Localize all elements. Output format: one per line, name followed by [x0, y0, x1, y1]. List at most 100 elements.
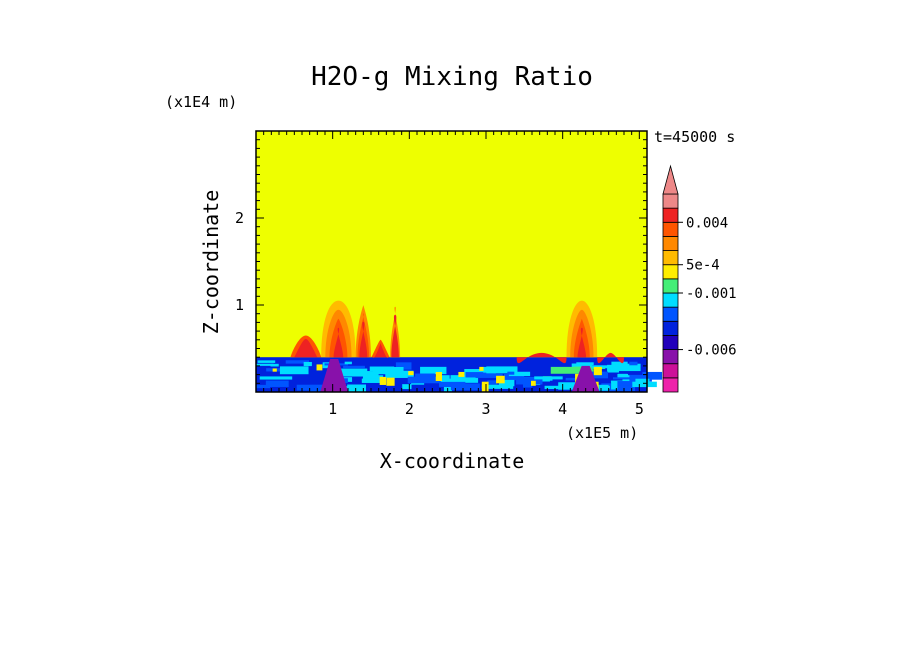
time-label: t=45000 s: [654, 128, 735, 146]
boundary-layer-patch: [507, 371, 515, 375]
boundary-layer-patch: [407, 376, 441, 384]
x-tick-label: 2: [405, 400, 414, 418]
colorbar-band: [662, 349, 679, 365]
boundary-layer-patch: [544, 385, 573, 390]
boundary-layer-patch: [379, 376, 387, 385]
boundary-layer-patch: [642, 371, 663, 380]
plume-contour: [359, 321, 368, 358]
boundary-layer-patch: [265, 380, 289, 387]
y-tick-label: 1: [235, 296, 244, 314]
colorbar-label: 0.004: [686, 215, 728, 231]
boundary-layer-patch: [629, 361, 638, 366]
boundary-layer-patch: [361, 378, 380, 383]
boundary-layer-patch: [496, 375, 505, 384]
colorbar-label: 5e-4: [686, 258, 720, 274]
boundary-layer-patch: [516, 377, 543, 385]
boundary-layer-patch: [617, 381, 645, 386]
colorbar-band: [662, 320, 679, 336]
colorbar-band: [662, 278, 679, 294]
x-axis-label: X-coordinate: [380, 449, 525, 473]
x-unit-label: (x1E5 m): [566, 424, 638, 442]
boundary-layer-patch: [530, 380, 536, 386]
downdraft-core: [571, 365, 600, 392]
boundary-layer-patch: [504, 374, 525, 381]
plume-contour: [391, 314, 399, 358]
boundary-layer-patch: [450, 375, 479, 383]
boundary-layer-patch: [372, 366, 404, 375]
x-tick-label: 4: [558, 400, 567, 418]
boundary-layer-patch: [343, 365, 365, 369]
boundary-layer-patch: [402, 384, 412, 390]
x-tick-label: 3: [481, 400, 490, 418]
boundary-layer-patch: [395, 362, 412, 370]
boundary-layer-patch: [615, 363, 641, 372]
boundary-layer-patch: [279, 366, 309, 375]
colorbar-band: [662, 264, 679, 280]
y-unit-label: (x1E4 m): [165, 93, 237, 111]
colorbar-band: [662, 221, 679, 237]
boundary-layer-patch: [420, 366, 447, 375]
boundary-layer-patch: [611, 361, 628, 366]
boundary-layer-patch: [259, 376, 293, 380]
boundary-layer-patch: [344, 361, 352, 365]
boundary-layer-patch: [479, 366, 484, 371]
boundary-layer-patch: [270, 363, 279, 367]
boundary-layer-patch: [534, 376, 563, 380]
boundary-layer-patch: [611, 381, 618, 390]
boundary-layer-patch: [486, 366, 518, 374]
boundary-layer-patch: [362, 375, 384, 380]
boundary-layer-patch: [635, 378, 650, 386]
downdraft-core: [320, 358, 349, 392]
boundary-layer-patch: [483, 366, 496, 373]
y-axis-label: Z-coordinate: [199, 190, 223, 335]
boundary-layer-patch: [347, 384, 367, 392]
boundary-layer-patch: [386, 377, 395, 386]
plume-contour: [516, 352, 567, 364]
boundary-layer-patch: [508, 371, 531, 377]
minor-ticks: [256, 131, 648, 392]
boundary-layer-patch: [576, 362, 594, 366]
boundary-layer-patch: [333, 368, 368, 377]
x-tick-label: 1: [328, 400, 337, 418]
colorbar-label: -0.001: [686, 286, 737, 302]
colorbar-band: [662, 207, 679, 223]
colorbar-label: -0.006: [686, 343, 737, 359]
boundary-layer-patch: [629, 374, 652, 382]
boundary-layer-patch: [272, 368, 277, 372]
boundary-layer-patch: [481, 381, 489, 392]
boundary-layer-patch: [596, 385, 610, 390]
boundary-layer-patch: [285, 360, 310, 364]
boundary-layer-patch: [408, 371, 414, 376]
plume-field: [290, 300, 624, 364]
boundary-layer-patch: [303, 361, 312, 367]
boundary-layer-patch: [499, 379, 515, 387]
boundary-layer-patch: [439, 375, 450, 380]
boundary-layer-patch: [522, 383, 533, 388]
boundary-layer-patch: [415, 373, 435, 379]
colorbar-band: [662, 306, 679, 322]
boundary-layer-patch: [316, 364, 323, 371]
boundary-layer-field: [256, 357, 663, 393]
colorbar-band: [662, 193, 679, 209]
boundary-layer-patch: [458, 371, 465, 377]
plume-contour: [333, 327, 344, 358]
boundary-layer-patch: [612, 377, 645, 380]
boundary-layer-patch: [435, 372, 442, 382]
plume-contour: [577, 327, 587, 358]
boundary-layer-patch: [465, 372, 496, 378]
boundary-layer-patch: [601, 383, 636, 392]
boundary-layer-patch: [385, 370, 414, 378]
plume-contour: [373, 342, 388, 359]
colorbar-band: [662, 250, 679, 266]
boundary-layer-patch: [256, 363, 274, 366]
boundary-layer-patch: [487, 380, 497, 385]
boundary-layer-patch: [450, 383, 480, 391]
y-axis-ticks: 12: [235, 209, 244, 314]
plume-contour: [597, 352, 624, 364]
boundary-layer-patch: [617, 373, 628, 378]
boundary-layer-patch: [593, 366, 602, 376]
colorbar-band: [662, 292, 679, 308]
plume-contour: [294, 338, 318, 358]
chart-title: H2O-g Mixing Ratio: [311, 62, 593, 92]
